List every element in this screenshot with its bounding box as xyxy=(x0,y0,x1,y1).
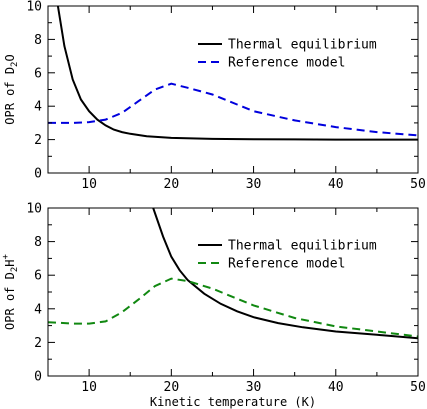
x-tick-label: 20 xyxy=(164,380,180,395)
y-tick-label: 10 xyxy=(26,0,42,15)
plot-frame xyxy=(47,5,419,174)
y-tick-label: 6 xyxy=(34,66,42,81)
y-axis-label: OPR of D2H+ xyxy=(1,253,20,329)
y-tick-label: 10 xyxy=(26,202,42,217)
x-tick-label: 40 xyxy=(328,380,344,395)
legend-label: Thermal equilibrium xyxy=(228,38,377,53)
x-tick-label: 10 xyxy=(81,177,97,192)
series-line-reference-model xyxy=(48,82,418,137)
y-tick-label: 4 xyxy=(34,302,42,317)
y-tick-label: 2 xyxy=(34,133,42,148)
panel-top: 10 20 30 40 50 0 2 4 6 8 10 OPR of D2O Thermal equil… xyxy=(3,0,426,192)
y-axis-label: OPR of D2O xyxy=(3,54,20,124)
panel-bottom: 10 20 30 40 50 0 2 4 6 8 10 OPR of D2H+ Kinetic temp… xyxy=(1,202,426,409)
x-axis-label: Kinetic temperature (K) xyxy=(150,395,316,409)
x-tick-label: 30 xyxy=(246,177,262,192)
y-tick-label: 8 xyxy=(34,33,42,48)
plot-frame xyxy=(47,207,419,377)
x-tick-label: 50 xyxy=(410,177,426,192)
series-line-thermal-equilibrium xyxy=(56,6,418,141)
x-tick-label: 40 xyxy=(328,177,344,192)
legend-label: Reference model xyxy=(228,257,345,272)
x-tick-label: 20 xyxy=(164,177,180,192)
x-tick-label: 50 xyxy=(410,380,426,395)
y-tick-label: 4 xyxy=(34,100,42,115)
y-tick-label: 2 xyxy=(34,336,42,351)
x-tick-label: 10 xyxy=(81,380,97,395)
y-tick-label: 8 xyxy=(34,235,42,250)
series-line-thermal-equilibrium xyxy=(152,208,418,340)
y-tick-label: 0 xyxy=(34,370,42,385)
y-tick-label: 0 xyxy=(34,167,42,182)
legend-label: Thermal equilibrium xyxy=(228,239,377,254)
y-tick-label: 6 xyxy=(34,269,42,284)
x-tick-label: 30 xyxy=(246,380,262,395)
legend-label: Reference model xyxy=(228,56,345,71)
series-line-reference-model xyxy=(48,277,418,338)
